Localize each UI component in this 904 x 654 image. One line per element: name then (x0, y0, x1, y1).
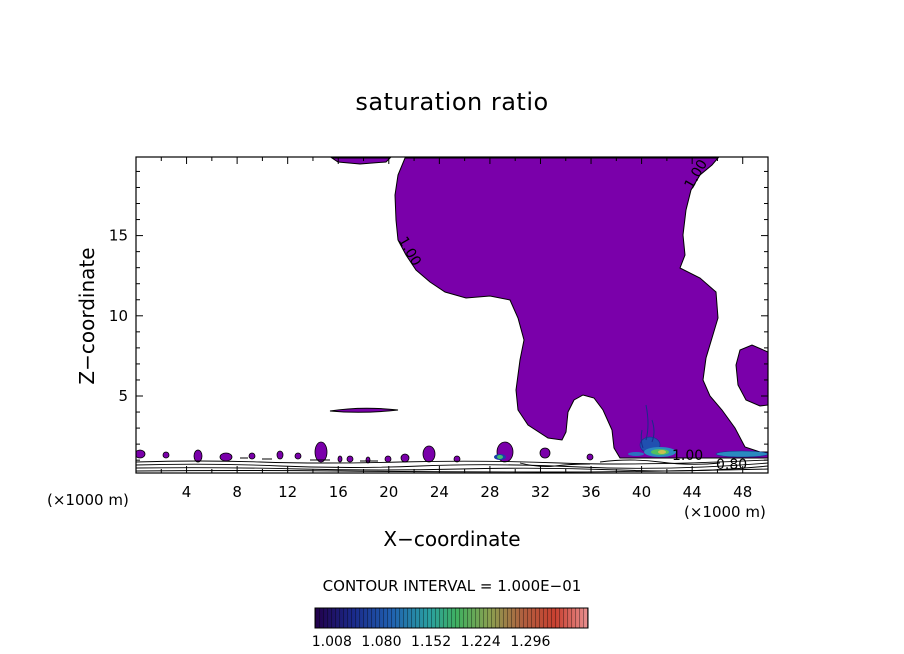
x-tick-label: 16 (329, 483, 348, 501)
y-tick-label: 10 (109, 307, 128, 325)
surface-blobs (136, 441, 594, 464)
x-tick-label: 24 (430, 483, 449, 501)
colorbar-tick-label: 1.296 (510, 634, 550, 650)
colorbar-stripes (315, 608, 588, 628)
contour-label: 1.00 (672, 448, 703, 464)
surface-contour-lines (136, 457, 768, 473)
x-unit-label-left: (×1000 m) (47, 491, 129, 509)
x-tick-label: 44 (683, 483, 702, 501)
colorbar: 1.008 1.080 1.152 1.224 1.296 (312, 607, 589, 650)
colorbar-frame (314, 607, 589, 629)
contour-fill-main (394, 157, 768, 459)
y-tick-label: 5 (118, 387, 128, 405)
x-tick-label: 4 (182, 483, 192, 501)
colorbar-tick-label: 1.080 (361, 634, 401, 650)
x-axis-label: X−coordinate (383, 527, 521, 551)
colorbar-tick-label: 1.152 (411, 634, 451, 650)
x-tick-label: 48 (733, 483, 752, 501)
chart-title: saturation ratio (355, 88, 549, 116)
x-tick-label: 20 (379, 483, 398, 501)
high-ratio-patches (494, 404, 768, 460)
contour-fill-top-blob (330, 157, 392, 165)
contour-fill-right-blob (735, 344, 768, 407)
colorbar-tick-labels: 1.008 1.080 1.152 1.224 1.296 (312, 634, 551, 650)
colorbar-tick-label: 1.224 (461, 634, 501, 650)
plot-frame (135, 156, 769, 474)
x-tick-label: 28 (480, 483, 499, 501)
y-axis-label: Z−coordinate (75, 247, 99, 385)
colorbar-tick-label: 1.008 (312, 634, 352, 650)
contour-interval-label: CONTOUR INTERVAL = 1.000E−01 (322, 577, 582, 595)
x-unit-label-right: (×1000 m) (684, 503, 766, 521)
x-tick-label: 32 (531, 483, 550, 501)
contour-fill-streak (329, 407, 399, 413)
axis-ticks (136, 157, 768, 473)
x-tick-label: 36 (581, 483, 600, 501)
x-tick-label: 12 (278, 483, 297, 501)
x-tick-label: 40 (632, 483, 651, 501)
y-tick-label: 15 (109, 227, 128, 245)
x-tick-label: 8 (232, 483, 242, 501)
contour-label: 0.80 (716, 457, 747, 473)
